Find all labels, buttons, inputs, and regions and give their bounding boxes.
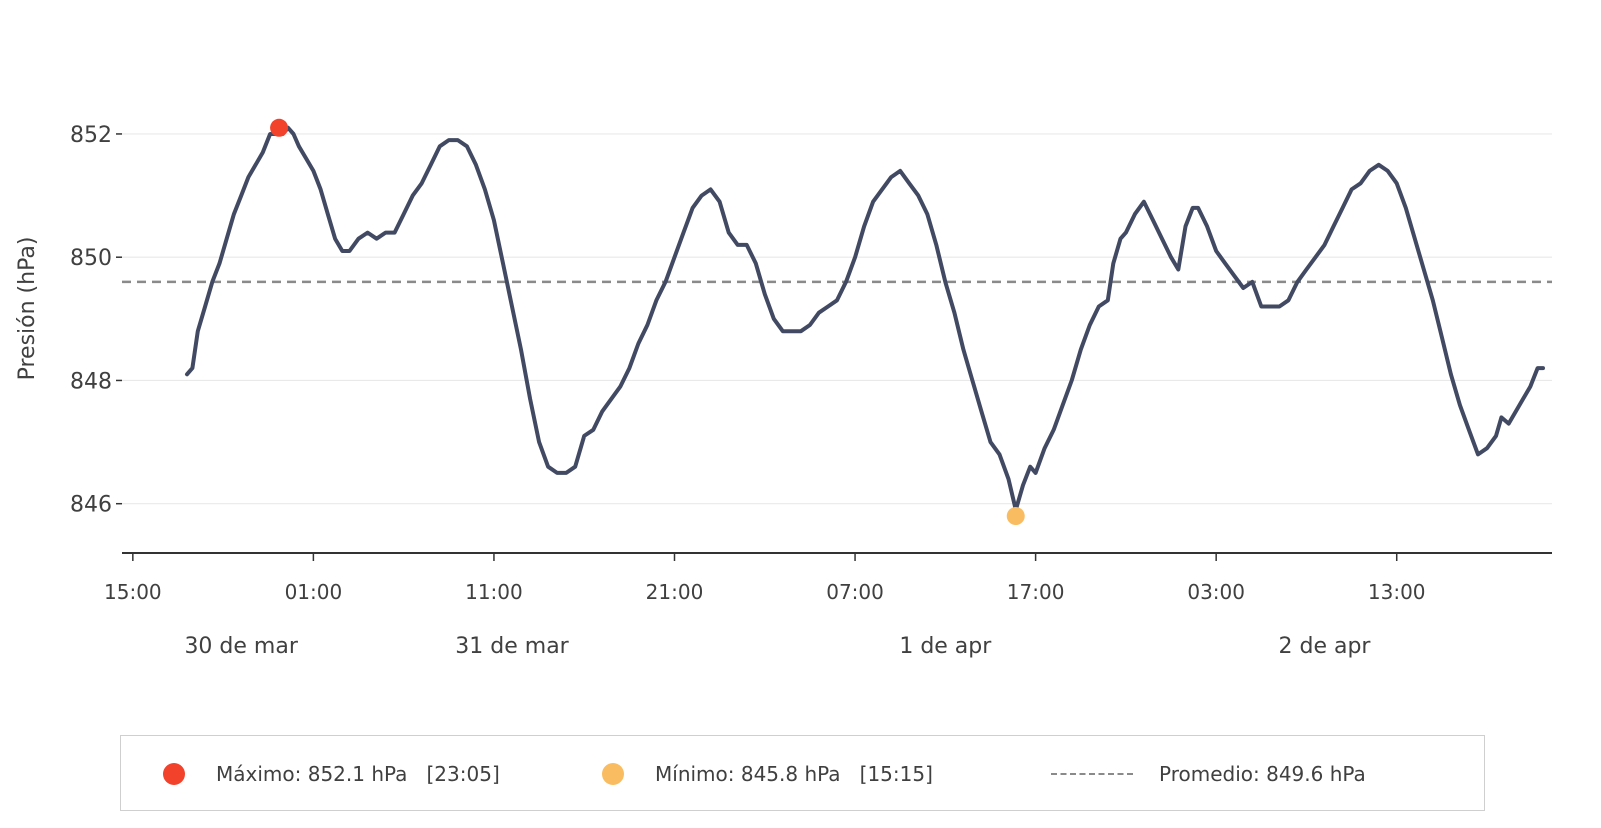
x-axis-ticks: 15:00 01:00 11:00 21:00 07:00 17:00 03:00 13:00 [104,553,1426,604]
x-tick-label: 13:00 [1368,580,1426,604]
legend: Máximo: 852.1 hPa [23:05] Mínimo: 845.8 … [120,735,1485,811]
y-axis-label: Presión (hPa) [15,237,40,381]
x-tick-label: 07:00 [826,580,884,604]
x-tick-label: 01:00 [285,580,343,604]
x-tick-label: 03:00 [1187,580,1245,604]
grid-lines [122,133,1552,505]
x-tick-label: 17:00 [1007,580,1065,604]
legend-max-label: Máximo: 852.1 hPa [23:05] [216,762,500,786]
y-tick-label: 848 [70,369,112,394]
legend-item-avg: Promedio: 849.6 hPa [1051,736,1366,812]
dashed-line-icon [1051,773,1133,775]
y-tick-label: 850 [70,246,112,271]
legend-item-min: Mínimo: 845.8 hPa [15:15] [602,736,933,812]
min-point-marker [1006,507,1025,526]
y-tick-label: 852 [70,123,112,148]
date-label: 2 de apr [1279,634,1372,659]
date-labels: 30 de mar 31 de mar 1 de apr 2 de apr [184,634,1371,659]
date-label: 30 de mar [184,634,298,659]
x-tick-label: 15:00 [104,580,162,604]
legend-item-max: Máximo: 852.1 hPa [23:05] [163,736,500,812]
y-tick-label: 846 [70,493,112,518]
date-label: 1 de apr [899,634,992,659]
x-tick-label: 11:00 [465,580,523,604]
max-dot-icon [163,763,185,785]
x-tick-label: 21:00 [646,580,704,604]
date-label: 31 de mar [455,634,569,659]
min-dot-icon [602,763,624,785]
legend-avg-label: Promedio: 849.6 hPa [1159,762,1366,786]
pressure-series-line [185,125,1545,512]
max-point-marker [270,118,289,137]
y-axis-ticks: 846 848 850 852 [70,123,122,518]
legend-min-label: Mínimo: 845.8 hPa [15:15] [655,762,933,786]
